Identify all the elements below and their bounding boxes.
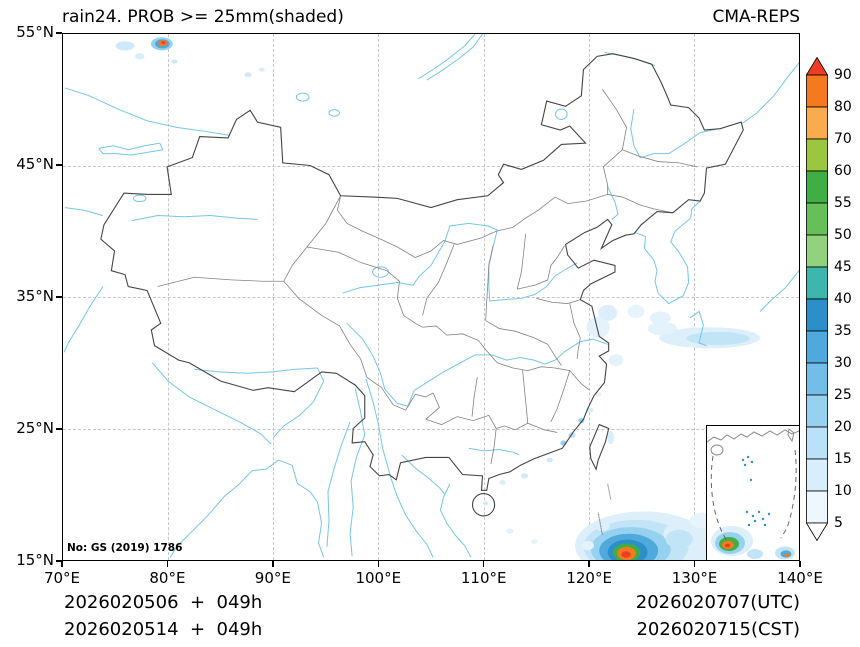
x-axis-tick-label: 110°E [460, 569, 507, 587]
x-axis-tick [272, 561, 274, 567]
precip-shading [115, 37, 761, 560]
colorbar-svg [806, 57, 828, 541]
colorbar-label: 70 [834, 131, 852, 147]
rivers-and-coastlines [64, 34, 799, 557]
x-axis-tick-label: 120°E [566, 569, 612, 587]
colorbar-label: 5 [834, 515, 843, 531]
inset-map-svg [707, 428, 799, 560]
colorbar-label: 20 [834, 419, 852, 435]
valid-time-cst: 2026020715(CST) [636, 619, 800, 640]
valid-time-utc: 2026020707(UTC) [635, 592, 800, 613]
x-axis-tick [377, 561, 380, 567]
colorbar-label: 15 [834, 451, 852, 467]
colorbar-label: 30 [834, 355, 852, 371]
y-axis-tick-label: 55°N [16, 23, 54, 41]
colorbar-label: 50 [834, 227, 852, 243]
china-border [101, 54, 743, 516]
colorbar-label: 40 [834, 291, 852, 307]
colorbar-label: 35 [834, 323, 852, 339]
colorbar-segments [806, 74, 828, 524]
colorbar: 90 80 70 60 55 50 45 40 35 30 25 20 15 10 5 [806, 57, 860, 541]
x-axis-tick [799, 561, 801, 567]
gridline [63, 165, 799, 167]
init-time-cst: 2026020514 + 049h [64, 619, 263, 640]
y-axis-tick [56, 560, 62, 562]
colorbar-bottom-arrow [806, 522, 828, 541]
init-time-utc: 2026020506 + 049h [64, 592, 263, 613]
y-axis-tick [56, 32, 62, 34]
x-axis-tick [588, 561, 590, 567]
colorbar-labels: 90 80 70 60 55 50 45 40 35 30 25 20 15 10 5 [806, 57, 860, 541]
x-axis-tick [61, 561, 63, 567]
colorbar-label: 60 [834, 163, 852, 179]
x-axis-tick-label: 130°E [671, 569, 718, 587]
x-axis-tick [482, 561, 485, 567]
colorbar-label: 55 [834, 195, 852, 211]
x-axis-tick-label: 80°E [149, 569, 186, 587]
y-axis-tick-label: 15°N [16, 551, 54, 569]
y-axis-tick [56, 428, 62, 430]
y-axis-tick [56, 296, 62, 298]
x-axis-tick-label: 140°E [777, 569, 823, 587]
y-axis-tick-label: 45°N [16, 155, 54, 173]
model-name: CMA-REPS [712, 7, 800, 27]
gridline [63, 428, 799, 430]
x-axis-tick-label: 100°E [355, 569, 402, 587]
map-geography [63, 34, 799, 560]
map-license-label: No: GS (2019) 1786 [67, 542, 183, 554]
x-axis-tick [166, 561, 169, 567]
colorbar-label: 80 [834, 99, 852, 115]
map-plot-area: No: GS (2019) 1786 [62, 33, 800, 561]
y-axis-tick-label: 25°N [16, 419, 54, 437]
gridline [63, 297, 799, 298]
x-axis-tick [693, 561, 696, 567]
y-axis-tick-label: 35°N [16, 287, 54, 305]
province-borders [158, 89, 697, 464]
colorbar-label: 25 [834, 387, 852, 403]
maritime-dashed-line [598, 484, 611, 535]
chart-title: rain24. PROB >= 25mm(shaded) [62, 7, 344, 27]
colorbar-label: 45 [834, 259, 852, 275]
colorbar-label: 10 [834, 483, 852, 499]
x-axis-tick-label: 70°E [43, 569, 81, 587]
inset-precip-shading [711, 526, 795, 560]
x-axis-tick-label: 90°E [254, 569, 291, 587]
colorbar-label: 90 [834, 67, 852, 83]
inset-islands [741, 455, 771, 527]
y-axis-tick [56, 164, 62, 166]
inset-coastlines [707, 428, 799, 456]
south-china-sea-inset [706, 425, 800, 561]
